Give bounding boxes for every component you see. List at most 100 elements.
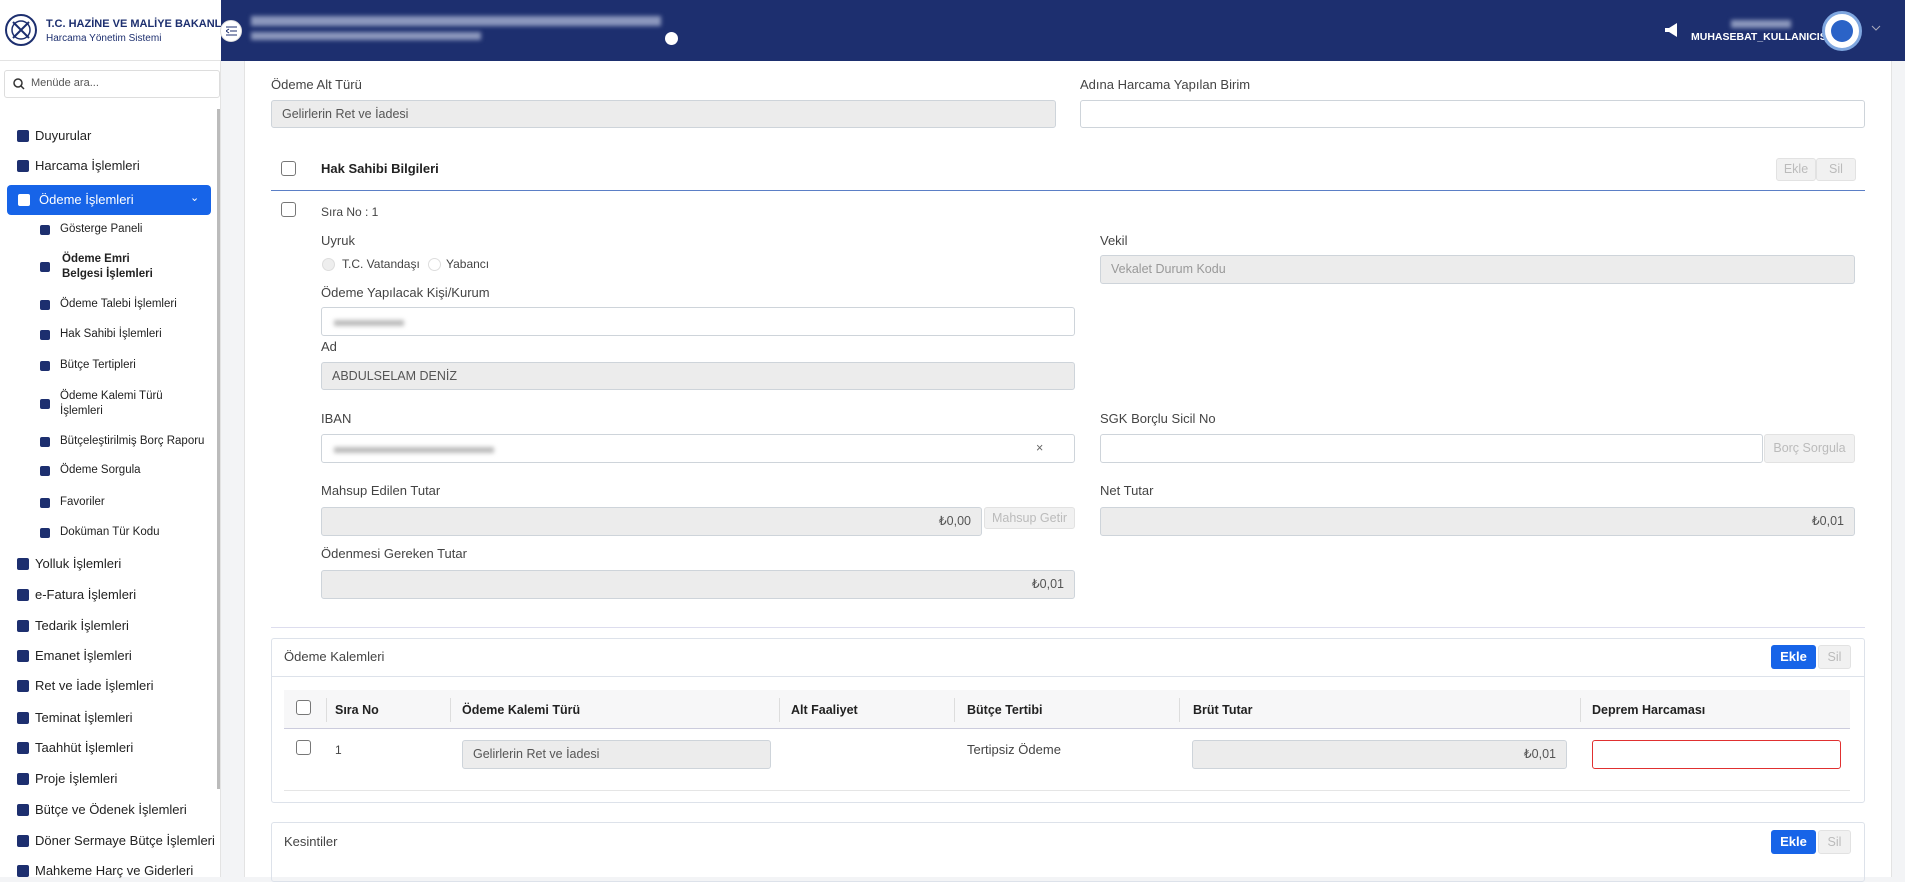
delete-button[interactable]: Sil xyxy=(1818,645,1851,669)
menu-icon xyxy=(17,680,29,692)
payee-input[interactable] xyxy=(321,307,1075,336)
menu-icon xyxy=(17,865,29,877)
menu-icon xyxy=(17,804,29,816)
menu-item[interactable]: Tedarik İşlemleri xyxy=(35,618,129,633)
field-label: Ödenmesi Gereken Tutar xyxy=(321,546,467,561)
delete-button[interactable]: Sil xyxy=(1818,830,1851,854)
payable-amount-input[interactable]: ₺0,01 xyxy=(321,570,1075,599)
announcement-icon[interactable] xyxy=(1663,21,1681,39)
deductions-panel xyxy=(271,822,1865,882)
menu-active-bg[interactable] xyxy=(7,185,211,215)
submenu-item[interactable]: Bütçe Tertipleri xyxy=(60,359,136,371)
column-header: Deprem Harcaması xyxy=(1592,703,1706,717)
menu-item[interactable]: Proje İşlemleri xyxy=(35,771,118,786)
field-label: Uyruk xyxy=(321,233,355,248)
field-label: Ad xyxy=(321,339,337,354)
column-header: Ödeme Kalemi Türü xyxy=(462,703,581,717)
submenu-item[interactable]: Ödeme Kalemi Türü İşlemleri xyxy=(60,390,163,417)
name-input[interactable]: ABDULSELAM DENİZ xyxy=(321,362,1075,390)
menu-icon xyxy=(17,742,29,754)
gross-amount-input[interactable]: ₺0,01 xyxy=(1192,740,1567,769)
menu-item[interactable]: Duyurular xyxy=(35,128,92,143)
menu-icon xyxy=(17,835,29,847)
offset-amount-input[interactable]: ₺0,00 xyxy=(321,507,982,536)
ministry-name: T.C. HAZİNE VE MALİYE BAKANLIĞI xyxy=(46,18,237,30)
sgk-input[interactable] xyxy=(1100,434,1763,463)
submenu-icon xyxy=(40,399,50,409)
user-chevron[interactable] xyxy=(1871,25,1881,33)
top-bar: MUHASEBAT_KULLANICISI xyxy=(221,0,1905,61)
checkbox[interactable] xyxy=(281,161,296,176)
menu-icon xyxy=(17,130,29,142)
menu-item[interactable]: Bütçe ve Ödenek İşlemleri xyxy=(35,802,187,817)
column-separator xyxy=(779,698,780,722)
add-button[interactable]: Ekle xyxy=(1776,158,1816,181)
add-button[interactable]: Ekle xyxy=(1771,645,1816,669)
menu-item[interactable]: Ret ve İade İşlemleri xyxy=(35,678,154,693)
submenu-icon xyxy=(40,361,50,371)
submenu-icon xyxy=(40,262,50,272)
checkbox[interactable] xyxy=(281,202,296,217)
submenu-item[interactable]: Favoriler xyxy=(60,496,105,508)
payment-subtype-input[interactable]: Gelirlerin Ret ve İadesi xyxy=(271,100,1056,128)
avatar-badge xyxy=(1831,20,1853,42)
menu-search[interactable]: Menüde ara... xyxy=(4,70,220,98)
menu-item[interactable]: Mahkeme Harç ve Giderleri xyxy=(35,863,194,878)
menu-item[interactable]: Taahhüt İşlemleri xyxy=(35,740,134,755)
clear-icon[interactable]: × xyxy=(1036,441,1044,455)
menu-item[interactable]: Teminat İşlemleri xyxy=(35,710,133,725)
column-separator xyxy=(450,698,451,722)
radio[interactable] xyxy=(428,258,441,271)
avatar[interactable] xyxy=(1822,11,1862,51)
submenu-item[interactable]: Ödeme Sorgula xyxy=(60,464,141,476)
spending-unit-input[interactable] xyxy=(1080,100,1865,128)
debt-query-button[interactable]: Borç Sorgula xyxy=(1764,434,1855,463)
submenu-item[interactable]: Doküman Tür Kodu xyxy=(60,526,160,538)
net-amount-input[interactable]: ₺0,01 xyxy=(1100,507,1855,536)
submenu-item[interactable]: Ödeme Emri Belgesi İşlemleri xyxy=(62,253,153,280)
divider xyxy=(271,627,1865,628)
field-label: Adına Harcama Yapılan Birim xyxy=(1080,77,1251,92)
redacted-unit xyxy=(251,16,661,26)
field-label: Ödeme Yapılacak Kişi/Kurum xyxy=(321,285,490,300)
field-label: Ödeme Alt Türü xyxy=(271,77,362,92)
submenu-item[interactable]: Gösterge Paneli xyxy=(60,223,143,235)
menu-item[interactable]: Döner Sermaye Bütçe İşlemleri xyxy=(35,833,215,848)
proxy-select[interactable]: Vekalet Durum Kodu xyxy=(1100,255,1855,284)
radio[interactable] xyxy=(322,258,335,271)
menu-icon xyxy=(17,773,29,785)
submenu-icon xyxy=(40,330,50,340)
divider xyxy=(271,190,1865,191)
redacted-value xyxy=(334,320,404,326)
menu-chevron[interactable]: ⌄ xyxy=(190,192,200,204)
submenu-item[interactable]: Ödeme Talebi İşlemleri xyxy=(60,298,177,310)
add-button[interactable]: Ekle xyxy=(1771,830,1816,854)
submenu-icon xyxy=(40,466,50,476)
menu-item[interactable]: Harcama İşlemleri xyxy=(35,158,140,173)
offset-fetch-button[interactable]: Mahsup Getir xyxy=(984,507,1075,529)
checkbox[interactable] xyxy=(296,740,311,755)
field-label: Vekil xyxy=(1100,233,1128,248)
scrollbar[interactable] xyxy=(217,109,220,789)
ministry-logo xyxy=(5,14,37,46)
submenu-item[interactable]: Bütçeleştirilmiş Borç Raporu xyxy=(60,435,205,447)
submenu-icon xyxy=(40,498,50,508)
collapse-button[interactable] xyxy=(220,20,242,42)
menu-item[interactable]: e-Fatura İşlemleri xyxy=(35,587,137,602)
payment-items-panel xyxy=(271,638,1865,803)
cell: Tertipsiz Ödeme xyxy=(967,742,1061,757)
column-header: Brüt Tutar xyxy=(1193,703,1253,717)
submenu-icon xyxy=(40,528,50,538)
earthquake-select[interactable] xyxy=(1592,740,1841,769)
more-button[interactable] xyxy=(665,32,678,45)
delete-button[interactable]: Sil xyxy=(1816,158,1856,181)
menu-item[interactable]: Ödeme İşlemleri xyxy=(39,192,134,207)
field-label: Mahsup Edilen Tutar xyxy=(321,483,441,498)
submenu-item[interactable]: Hak Sahibi İşlemleri xyxy=(60,328,162,340)
menu-item[interactable]: Emanet İşlemleri xyxy=(35,648,132,663)
menu-item[interactable]: Yolluk İşlemleri xyxy=(35,556,122,571)
checkbox[interactable] xyxy=(296,700,311,715)
iban-select[interactable]: × xyxy=(321,434,1075,463)
item-type-input[interactable]: Gelirlerin Ret ve İadesi xyxy=(462,740,771,769)
submenu-icon xyxy=(40,225,50,235)
